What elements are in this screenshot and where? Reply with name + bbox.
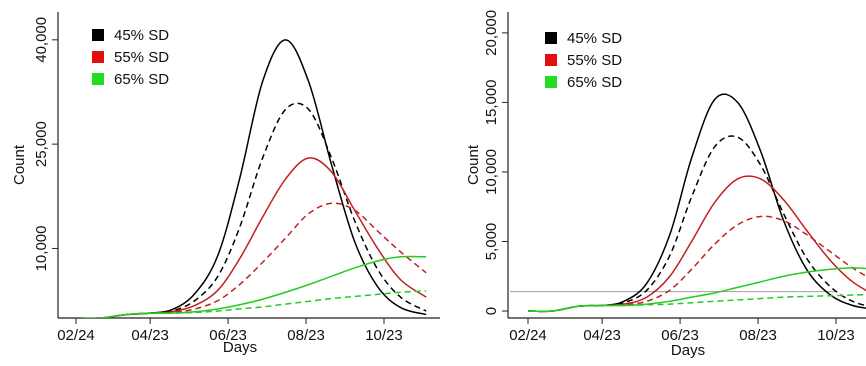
- series-55-sd-dashed: [76, 202, 427, 318]
- y-tick-label: 25,000: [33, 121, 50, 167]
- x-axis-title: Days: [671, 342, 705, 359]
- series-45-sd-dashed: [76, 102, 427, 318]
- series-45-sd-solid: [527, 93, 866, 313]
- y-tick-label: 15,000: [483, 79, 500, 125]
- y-axis-title: Count: [11, 144, 28, 185]
- legend-swatch: [545, 54, 557, 66]
- right-chart-panel: 02/24 04/23 06/23 08/23 10/23 0 5,000 10,000 15,…: [465, 10, 866, 359]
- legend-swatch: [92, 73, 104, 85]
- series-65-sd-dashed: [76, 290, 427, 318]
- legend-label: 55% SD: [567, 52, 622, 69]
- legend-label: 65% SD: [114, 71, 169, 88]
- legend-swatch: [92, 51, 104, 63]
- x-tick-label: 04/23: [131, 327, 169, 344]
- x-tick-label: 10/23: [365, 327, 403, 344]
- x-tick-label: 02/24: [57, 327, 95, 344]
- x-tick-label: 06/23: [661, 327, 699, 344]
- series-group: [76, 39, 427, 318]
- y-tick-label: 0: [483, 307, 500, 315]
- series-65-sd-solid: [527, 267, 866, 313]
- legend-swatch: [545, 32, 557, 44]
- legend-label: 45% SD: [114, 27, 169, 44]
- series-45-sd-dashed: [527, 135, 866, 313]
- legend: 45% SD 55% SD 65% SD: [92, 27, 169, 88]
- series-65-sd-dashed: [527, 293, 866, 313]
- legend-label: 45% SD: [567, 30, 622, 47]
- x-tick-label: 06/23: [209, 327, 247, 344]
- series-55-sd-solid: [76, 157, 427, 318]
- series-55-sd-dashed: [527, 215, 866, 313]
- legend-label: 55% SD: [114, 49, 169, 66]
- x-tick-label: 10/23: [817, 327, 855, 344]
- y-tick-label: 5,000: [483, 223, 500, 261]
- series-65-sd-solid: [76, 255, 427, 318]
- series-group: [527, 93, 866, 313]
- legend-swatch: [545, 76, 557, 88]
- legend: 45% SD 55% SD 65% SD: [545, 30, 622, 91]
- x-tick-label: 04/23: [583, 327, 621, 344]
- y-tick-label: 20,000: [483, 10, 500, 56]
- legend-label: 65% SD: [567, 74, 622, 91]
- y-tick-label: 10,000: [33, 226, 50, 272]
- x-tick-label: 08/23: [739, 327, 777, 344]
- x-axis-title: Days: [223, 339, 257, 356]
- x-tick-label: 02/24: [509, 327, 547, 344]
- left-chart-panel: 02/24 04/23 06/23 08/23 10/23 10,000 25,000 40,…: [11, 12, 440, 356]
- y-tick-label: 10,000: [483, 149, 500, 195]
- y-axis-title: Count: [465, 144, 482, 185]
- legend-swatch: [92, 29, 104, 41]
- x-tick-label: 08/23: [287, 327, 325, 344]
- y-tick-label: 40,000: [33, 17, 50, 63]
